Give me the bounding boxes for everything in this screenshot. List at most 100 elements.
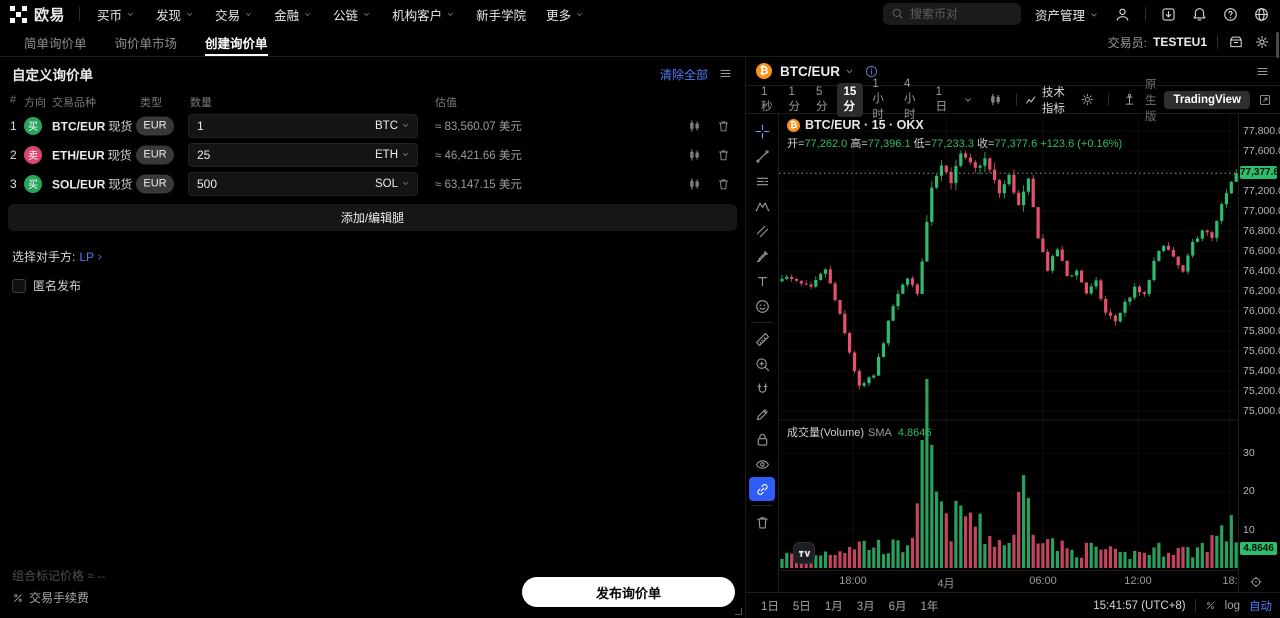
channel-tool[interactable]	[749, 219, 775, 243]
pencil-tool[interactable]	[749, 402, 775, 426]
currency-pill[interactable]: EUR	[136, 116, 174, 135]
candle-style-icon[interactable]	[982, 92, 1009, 107]
resize-corner[interactable]	[735, 608, 742, 615]
eye-tool[interactable]	[749, 452, 775, 476]
hlines-tool[interactable]	[749, 169, 775, 193]
currency-pill[interactable]: EUR	[136, 174, 174, 193]
interval-1小时[interactable]: 1小时	[872, 77, 884, 121]
range-5日[interactable]: 5日	[792, 600, 811, 613]
interval-4小时[interactable]: 4小时	[903, 77, 916, 121]
link-tool[interactable]	[749, 477, 775, 501]
native-version-toggle[interactable]: 原生版	[1144, 78, 1157, 123]
smiley-tool[interactable]	[749, 294, 775, 318]
panel-menu-icon[interactable]	[718, 65, 733, 83]
nav-label: 公链	[333, 8, 359, 23]
chart-legend-title: BTC/EUR · 15 · OKX	[805, 118, 924, 132]
interval-15分[interactable]: 15分	[836, 82, 864, 117]
delete-leg-icon[interactable]	[716, 147, 731, 162]
search-input[interactable]	[909, 7, 1000, 21]
tab-询价单市场[interactable]: 询价单市场	[114, 36, 178, 51]
scroll-to-realtime-icon[interactable]	[1249, 575, 1263, 589]
search-box[interactable]	[882, 3, 1021, 25]
leg-table-header: # 方向 交易品种 类型 数量 估值	[0, 91, 745, 111]
nav-item-机构客户[interactable]: 机构客户	[383, 1, 465, 28]
amount-input[interactable]	[189, 147, 375, 162]
mini-chart-icon[interactable]	[687, 147, 702, 162]
mini-chart-icon[interactable]	[687, 118, 702, 133]
compare-icon[interactable]	[1116, 92, 1143, 107]
indicators-button[interactable]: 技术指标	[1024, 84, 1072, 116]
zoomin-tool[interactable]	[749, 352, 775, 376]
auto-scale-button[interactable]: 自动	[1249, 600, 1272, 613]
counterparty-selector[interactable]: LP	[79, 250, 106, 264]
tradingview-logo[interactable]	[793, 542, 815, 564]
interval-1秒[interactable]: 1秒	[761, 85, 773, 113]
mini-chart-icon[interactable]	[687, 176, 702, 191]
textT-tool[interactable]	[749, 269, 775, 293]
trash-tool[interactable]	[749, 510, 775, 534]
price-axis[interactable]: 77,800.0 77,600.0 77,200.0 77,000.0 76,800.0…	[1238, 114, 1280, 592]
nav-item-金融[interactable]: 金融	[265, 1, 322, 28]
interval-1日[interactable]: 1日	[935, 85, 948, 113]
okx-brand[interactable]: 欧易	[10, 4, 65, 25]
magnet-tool[interactable]	[749, 377, 775, 401]
lock-tool[interactable]	[749, 427, 775, 451]
range-1月[interactable]: 1月	[824, 600, 843, 613]
symbol-selector[interactable]: BTC/EUR	[780, 64, 856, 79]
instrument-chevron-icon[interactable]	[113, 117, 125, 135]
nav-item-新手学院[interactable]: 新手学院	[467, 1, 535, 28]
nav-item-发现[interactable]: 发现	[147, 1, 204, 28]
amount-input[interactable]	[189, 176, 375, 191]
tradingview-toggle[interactable]: TradingView	[1164, 90, 1250, 109]
bell-icon[interactable]	[1191, 6, 1208, 23]
delete-leg-icon[interactable]	[716, 118, 731, 133]
nav-item-交易[interactable]: 交易	[206, 1, 263, 28]
trendline-tool[interactable]	[749, 144, 775, 168]
range-6月[interactable]: 6月	[888, 600, 907, 613]
xabcd-tool[interactable]	[749, 194, 775, 218]
range-1年[interactable]: 1年	[920, 600, 939, 613]
unit-selector[interactable]: SOL	[375, 178, 417, 190]
log-scale-button[interactable]: log	[1224, 599, 1240, 612]
globe-icon[interactable]	[1253, 6, 1270, 23]
instrument-chevron-icon[interactable]	[113, 175, 125, 193]
amount-input[interactable]	[189, 118, 375, 133]
nav-item-买币[interactable]: 买币	[88, 1, 145, 28]
time-axis[interactable]: 18:00 4月 06:00 12:00 18:	[779, 570, 1238, 592]
publish-rfq-button[interactable]: 发布询价单	[522, 577, 735, 607]
add-edit-legs-button[interactable]: 添加/编辑腿	[8, 204, 737, 231]
percent-scale-button[interactable]	[1205, 600, 1216, 611]
range-1日[interactable]: 1日	[761, 600, 779, 613]
interval-1分[interactable]: 1分	[788, 85, 801, 113]
nav-label: 更多	[546, 8, 572, 23]
crosshair-tool[interactable]	[749, 119, 775, 143]
chart-settings-icon[interactable]	[1074, 92, 1101, 107]
user-icon[interactable]	[1114, 6, 1131, 23]
range-3月[interactable]: 3月	[856, 600, 875, 613]
clear-all-button[interactable]: 清除全部	[659, 67, 708, 82]
settings-gear-icon[interactable]	[1254, 34, 1270, 50]
unit-selector[interactable]: BTC	[375, 120, 417, 132]
download-icon[interactable]	[1160, 6, 1177, 23]
help-icon[interactable]	[1222, 6, 1239, 23]
brush-tool[interactable]	[749, 244, 775, 268]
currency-pill[interactable]: EUR	[136, 145, 174, 164]
delete-leg-icon[interactable]	[716, 176, 731, 191]
orders-box-icon[interactable]	[1228, 34, 1244, 50]
chart-canvas[interactable]: ₿ BTC/EUR · 15 · OKX 开=77,262.0 高=77,396…	[779, 114, 1238, 592]
scrollbar-thumb[interactable]	[1276, 32, 1279, 58]
chart-menu-icon[interactable]	[1255, 64, 1270, 79]
tab-创建询价单[interactable]: 创建询价单	[191, 28, 282, 56]
nav-item-公链[interactable]: 公链	[324, 1, 381, 28]
tab-简单询价单[interactable]: 简单询价单	[24, 36, 87, 51]
info-icon[interactable]	[864, 64, 879, 79]
nav-item-更多[interactable]: 更多	[537, 1, 594, 28]
interval-dropdown-icon[interactable]	[956, 94, 980, 106]
assets-menu[interactable]: 资产管理	[1035, 5, 1100, 24]
interval-5分[interactable]: 5分	[816, 85, 828, 113]
unit-selector[interactable]: ETH	[375, 149, 417, 161]
anonymous-checkbox[interactable]	[12, 278, 26, 293]
ruler-tool[interactable]	[749, 327, 775, 351]
expand-icon[interactable]	[1258, 93, 1272, 107]
instrument-chevron-icon[interactable]	[113, 146, 125, 164]
